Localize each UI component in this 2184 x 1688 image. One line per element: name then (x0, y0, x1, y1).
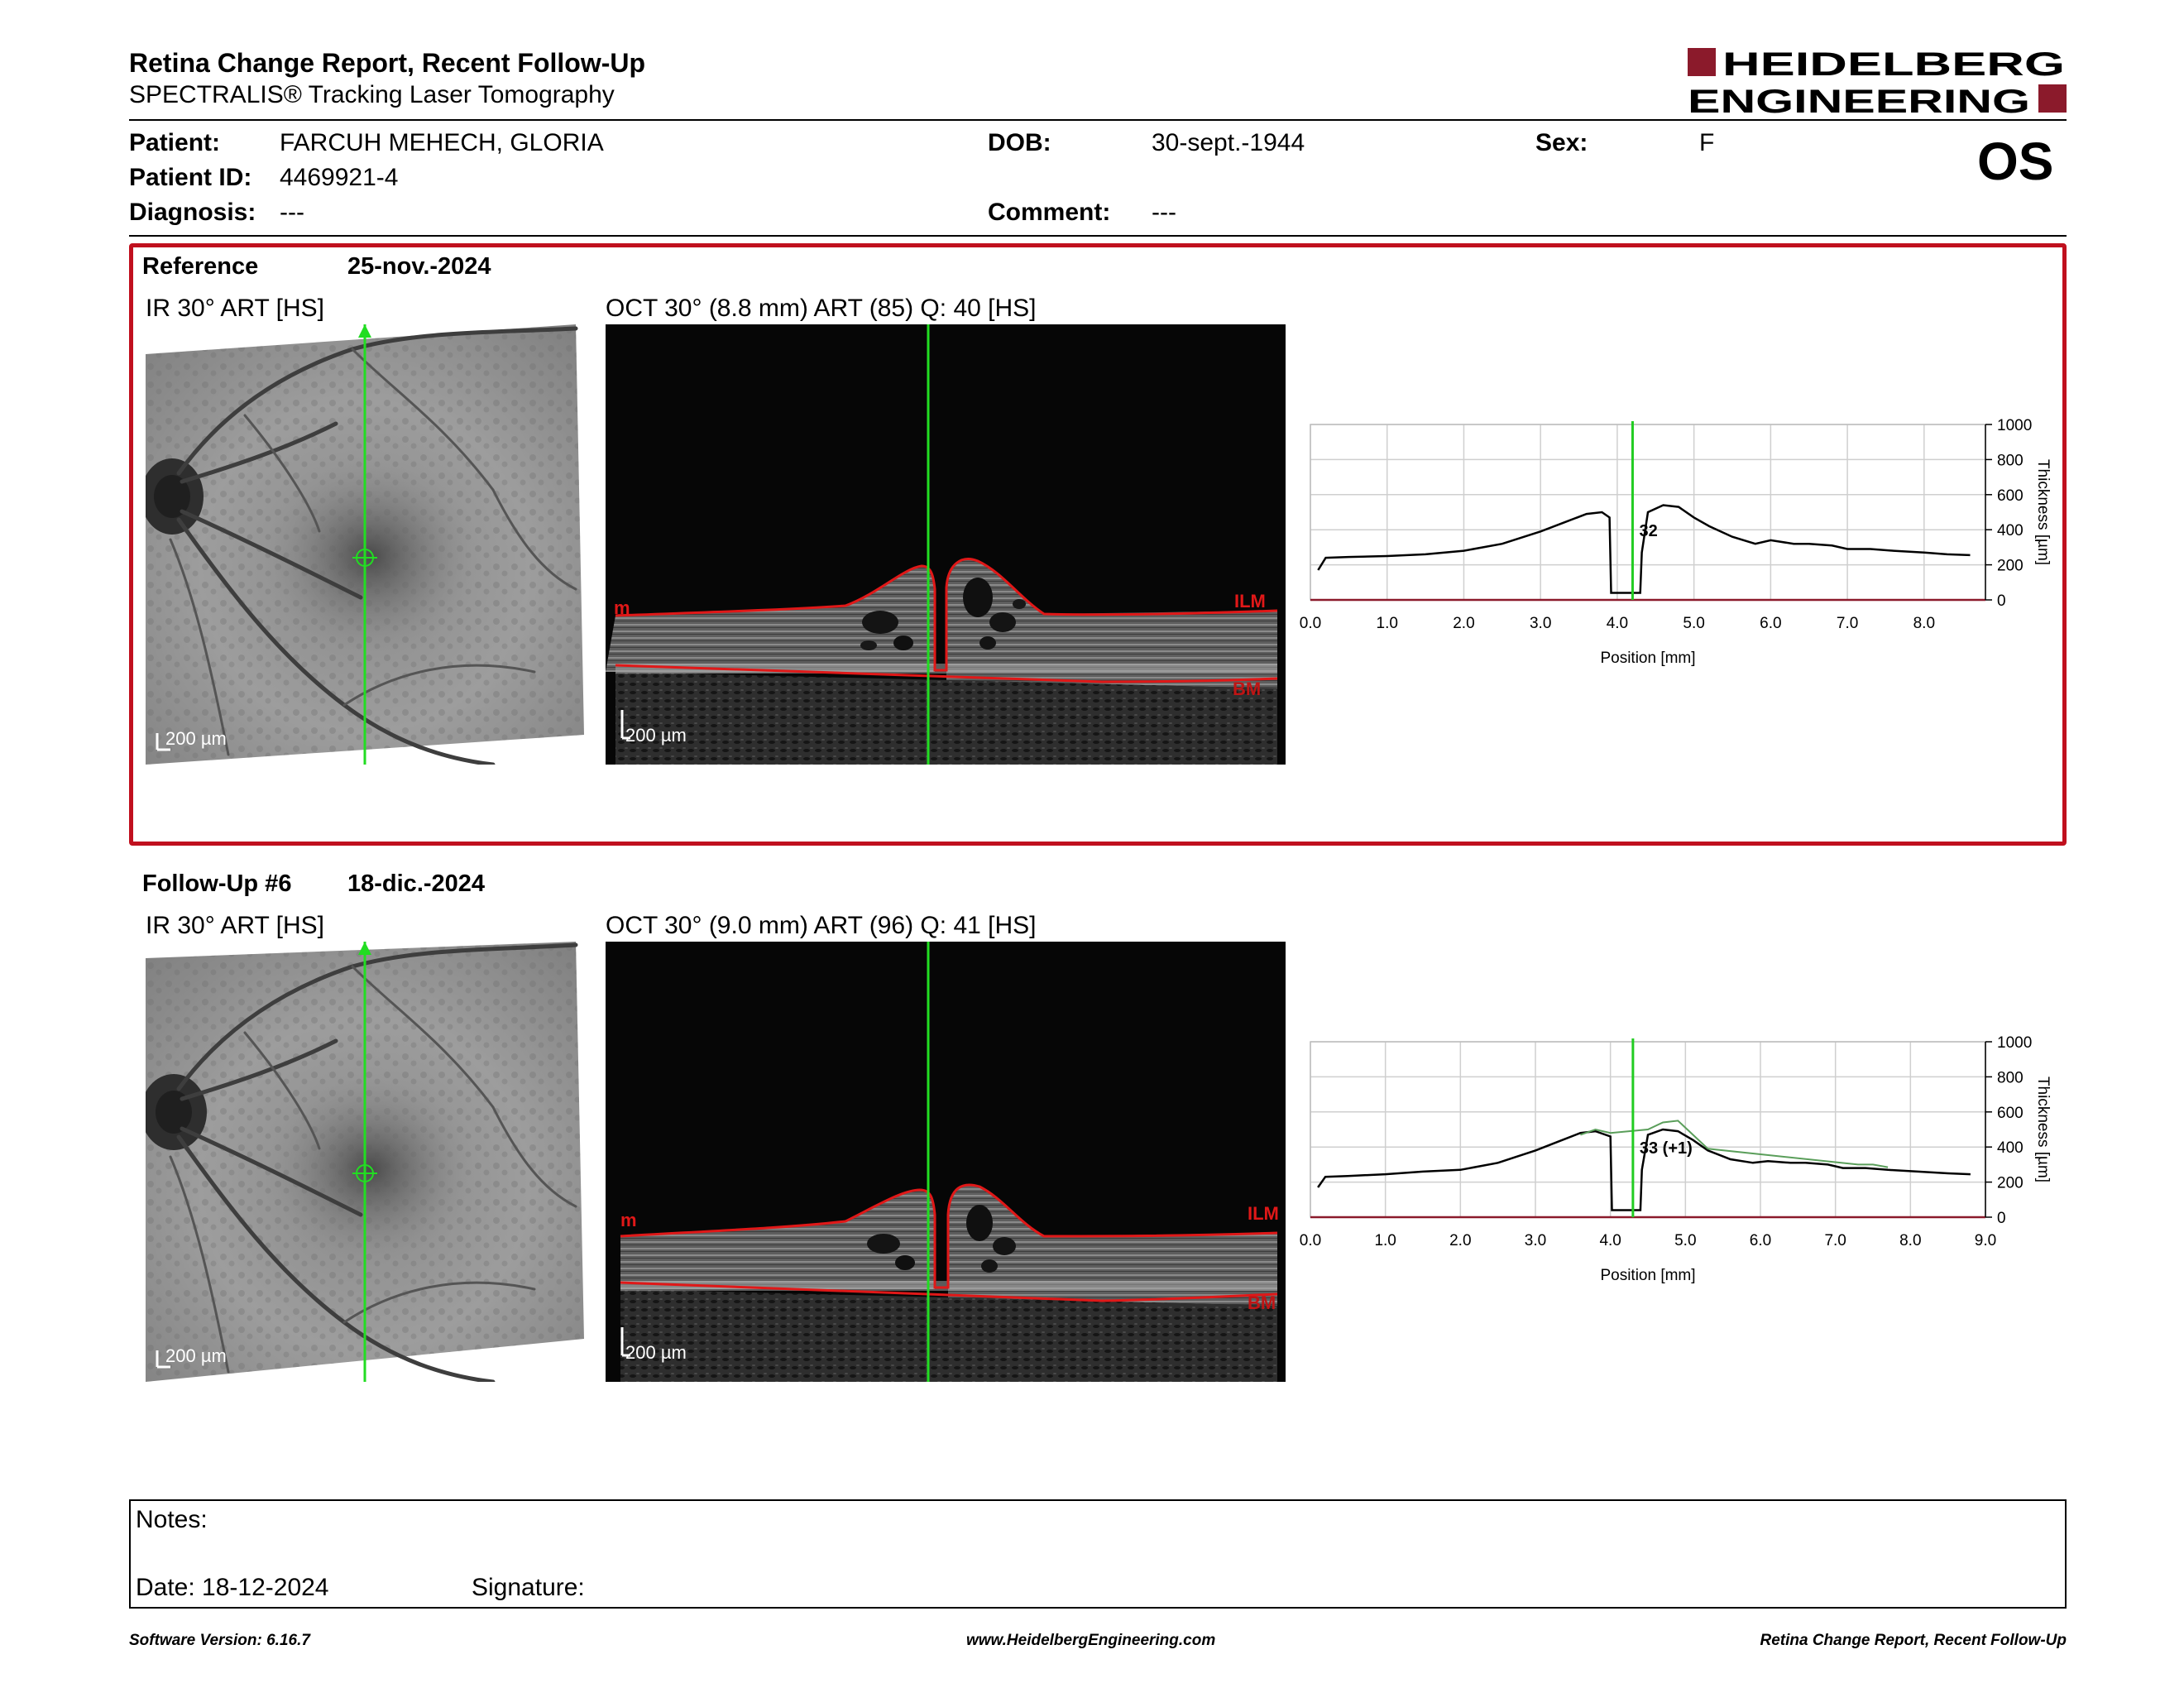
followup-date: 18-dic.-2024 (347, 870, 486, 897)
x-tick-label: 3.0 (1530, 615, 1551, 632)
x-tick-label: 5.0 (1683, 615, 1704, 632)
followup-oct-caption: OCT 30° (9.0 mm) ART (96) Q: 41 [HS] (606, 912, 1037, 939)
y-axis-label: Thickness [µm] (2034, 1077, 2052, 1182)
heidelberg-logo: HEIDELBERG ENGINEERING (1688, 46, 2068, 120)
x-tick-label: 2.0 (1449, 1232, 1471, 1249)
sex-label: Sex: (1535, 129, 1588, 156)
center-thickness-label: 32 (1639, 522, 1657, 540)
patient-id-label: Patient ID: (129, 164, 252, 191)
y-tick-label: 200 (1997, 1175, 2024, 1192)
eye-label: OS (1977, 132, 2054, 191)
followup-oct-scale: 200 µm (625, 1342, 687, 1363)
followup-ir-scale: 200 µm (165, 1345, 227, 1366)
x-axis-label: Position [mm] (1600, 650, 1695, 667)
x-tick-label: 9.0 (1975, 1232, 1996, 1249)
patient-value: FARCUH MEHECH, GLORIA (280, 129, 604, 156)
x-axis-label: Position [mm] (1600, 1267, 1695, 1284)
notes-box: Notes: Date: 18-12-2024 Signature: (129, 1499, 2067, 1609)
header-divider (129, 119, 2067, 121)
y-tick-label: 400 (1997, 1139, 2024, 1157)
signature-label: Signature: (472, 1574, 585, 1601)
logo-line1: HEIDELBERG (1722, 46, 2065, 83)
patient-label: Patient: (129, 129, 221, 156)
x-tick-label: 7.0 (1837, 615, 1858, 632)
y-tick-label: 1000 (1997, 1034, 2032, 1052)
notes-label: Notes: (136, 1506, 208, 1533)
y-tick-label: 600 (1997, 1105, 2024, 1122)
diagnosis-value: --- (280, 199, 304, 226)
series-line-0 (1317, 1128, 1971, 1211)
followup-label: Follow-Up #6 (142, 870, 292, 897)
patient-id-value: 4469921-4 (280, 164, 399, 191)
y-tick-label: 200 (1997, 558, 2024, 575)
dob-label: DOB: (988, 129, 1051, 156)
footer-website: www.HeidelbergEngineering.com (966, 1632, 1216, 1649)
x-tick-label: 8.0 (1913, 615, 1935, 632)
reference-ir-caption: IR 30° ART [HS] (146, 295, 324, 322)
report-subtitle: SPECTRALIS® Tracking Laser Tomography (129, 81, 615, 108)
dob-value: 30-sept.-1944 (1152, 129, 1305, 156)
reference-date: 25-nov.-2024 (347, 253, 491, 280)
x-tick-label: 7.0 (1824, 1232, 1846, 1249)
y-tick-label: 1000 (1997, 417, 2032, 434)
sex-value: F (1699, 129, 1715, 156)
reference-bm-label: BM (1233, 679, 1262, 699)
x-tick-label: 1.0 (1374, 1232, 1396, 1249)
x-tick-label: 3.0 (1525, 1232, 1546, 1249)
followup-thickness-chart: 0 200 400 600 800 1000 0.0 1.0 2.0 3.0 4.0 5.0 6.0 7.… (1299, 1027, 2060, 1300)
x-tick-label: 2.0 (1453, 615, 1474, 632)
y-tick-label: 800 (1997, 452, 2024, 469)
y-axis-label: Thickness [µm] (2034, 459, 2052, 565)
reference-oct-image: 200 µm ILM BM m (606, 324, 1286, 765)
reference-ilm-label: ILM (1234, 591, 1266, 611)
x-tick-label: 0.0 (1300, 1232, 1321, 1249)
center-thickness-label: 33 (+1) (1640, 1139, 1693, 1158)
x-tick-label: 5.0 (1674, 1232, 1696, 1249)
reference-left-tag: m (614, 597, 630, 618)
followup-ir-image: 200 µm (146, 942, 584, 1382)
series-line-0 (1317, 504, 1971, 594)
reference-ir-scale: 200 µm (165, 728, 227, 749)
footer-report-name: Retina Change Report, Recent Follow-Up (1760, 1632, 2067, 1649)
x-tick-label: 0.0 (1300, 615, 1321, 632)
followup-left-tag: m (620, 1210, 637, 1230)
followup-ir-caption: IR 30° ART [HS] (146, 912, 324, 939)
y-tick-label: 0 (1997, 592, 2006, 610)
comment-label: Comment: (988, 199, 1111, 226)
logo-line2: ENGINEERING (1688, 84, 2030, 116)
patient-divider (129, 235, 2067, 237)
x-tick-label: 8.0 (1899, 1232, 1921, 1249)
date-label: Date: 18-12-2024 (136, 1574, 329, 1601)
y-tick-label: 600 (1997, 487, 2024, 505)
x-tick-label: 6.0 (1750, 1232, 1771, 1249)
followup-ilm-label: ILM (1248, 1203, 1279, 1224)
reference-thickness-chart: 0 200 400 600 800 1000 0.0 1.0 2.0 3.0 4.0 5.0 6.0 7.… (1299, 410, 2060, 683)
comment-value: --- (1152, 199, 1176, 226)
followup-bm-label: BM (1248, 1292, 1276, 1313)
reference-label: Reference (142, 253, 259, 280)
y-tick-label: 800 (1997, 1069, 2024, 1086)
report-title: Retina Change Report, Recent Follow-Up (129, 48, 646, 78)
reference-oct-caption: OCT 30° (8.8 mm) ART (85) Q: 40 [HS] (606, 295, 1037, 322)
y-tick-label: 0 (1997, 1210, 2006, 1227)
series-line-1 (1580, 1120, 1889, 1168)
followup-oct-image: 200 µm ILM BM m (606, 942, 1286, 1382)
reference-box (129, 243, 2067, 846)
x-tick-label: 1.0 (1377, 615, 1398, 632)
diagnosis-label: Diagnosis: (129, 199, 256, 226)
x-tick-label: 4.0 (1599, 1232, 1621, 1249)
y-tick-label: 400 (1997, 522, 2024, 539)
x-tick-label: 4.0 (1607, 615, 1628, 632)
footer-software-version: Software Version: 6.16.7 (129, 1632, 310, 1649)
x-tick-label: 6.0 (1760, 615, 1781, 632)
reference-ir-image: 200 µm (146, 324, 584, 765)
reference-oct-scale: 200 µm (625, 725, 687, 746)
